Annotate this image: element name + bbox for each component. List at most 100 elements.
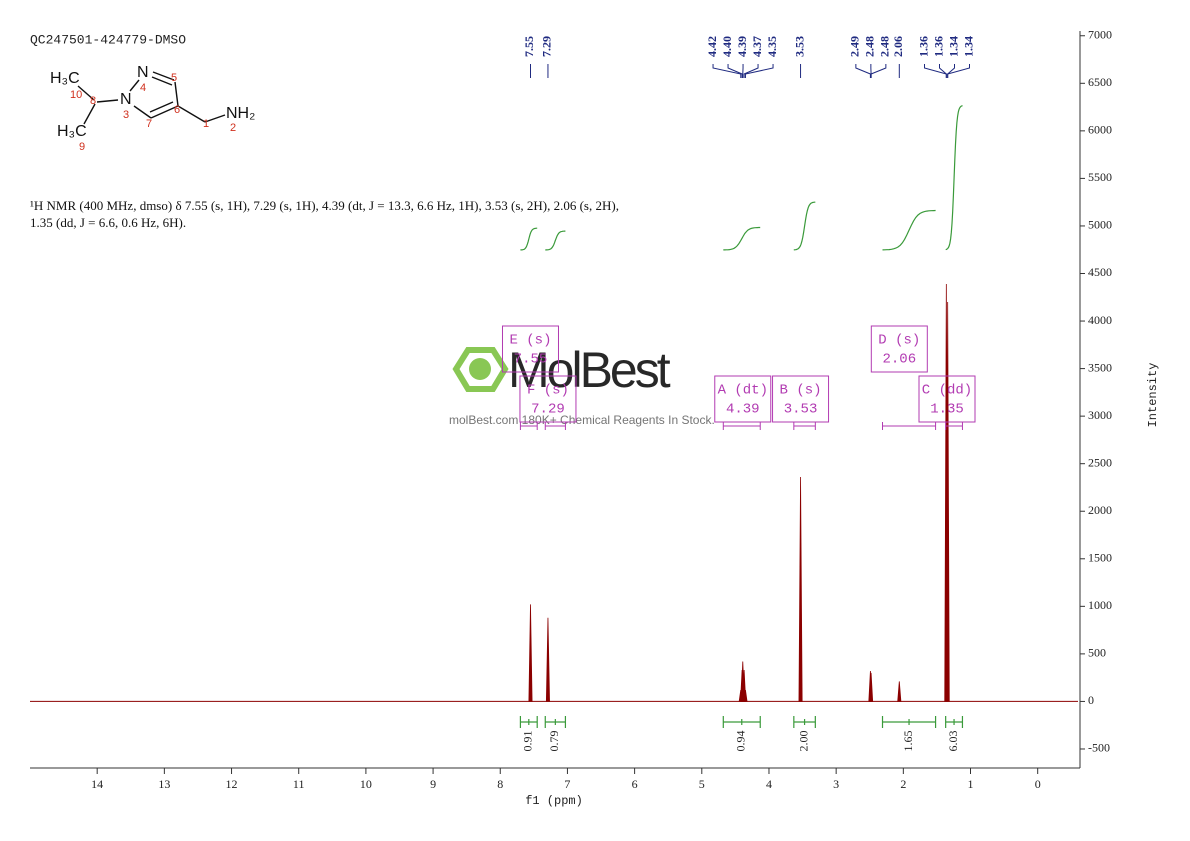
y-tick-label: 500 (1088, 646, 1106, 660)
integral-curve (945, 105, 963, 251)
atom-number: 8 (90, 95, 96, 107)
bond (204, 114, 226, 123)
peak-label: 1.34 (961, 36, 975, 57)
multiplet-shift: 3.53 (784, 402, 818, 418)
multiplet-label: D (s) (878, 333, 920, 349)
peak-label: 4.35 (765, 36, 779, 57)
multiplet-box (918, 375, 976, 423)
y-tick-label: 2000 (1088, 503, 1112, 517)
y-tick-label: 5500 (1088, 170, 1112, 184)
structure: H₃C N N NH₂ H₃C 10 8 3 4 5 6 7 1 2 9 (50, 64, 255, 153)
multiplet-range (882, 422, 937, 430)
peak-label: 3.53 (792, 36, 806, 57)
integral-label: 6.03 (946, 731, 960, 752)
integral-label: 0.91 (521, 731, 535, 752)
y-tick-label: 1500 (1088, 551, 1112, 565)
x-tick-label: 7 (564, 777, 570, 791)
peak-label-connector (712, 64, 742, 78)
spectrum-title: QC247501-424779-DMSO (30, 32, 186, 47)
bond (174, 81, 179, 107)
multiplet-range (945, 422, 963, 430)
integral-curve (882, 209, 936, 251)
y-tick-label: -500 (1088, 741, 1110, 755)
multiplet-shift: 1.35 (930, 402, 964, 418)
atom-label: H₃C (57, 123, 87, 140)
integral-bracket (793, 716, 816, 728)
watermark-tagline: molBest.com 180K+ Chemical Reagents In S… (449, 413, 715, 427)
x-tick-label: 0 (1035, 777, 1041, 791)
y-tick-label: 0 (1088, 693, 1094, 707)
integral-label: 1.65 (901, 731, 915, 752)
x-tick-label: 12 (226, 777, 238, 791)
multiplet-box (870, 325, 928, 373)
x-tick-label: 6 (632, 777, 638, 791)
peak-label: 2.06 (891, 36, 905, 57)
multiplet-shift: 2.06 (882, 352, 916, 368)
atom-number: 1 (203, 118, 209, 130)
multiplet-label: B (s) (780, 383, 822, 399)
multiplet-shift: 7.29 (531, 402, 565, 418)
y-tick-label: 3000 (1088, 408, 1112, 422)
peak-label: 1.36 (916, 36, 930, 57)
peak-label-connector (870, 64, 887, 78)
multiplet-range (793, 422, 816, 430)
atom-number: 5 (171, 72, 177, 84)
integral-bracket (519, 716, 538, 728)
multiplet-box (714, 375, 772, 423)
peak-label: 7.55 (522, 36, 536, 57)
peak-label-connector (939, 64, 947, 78)
atom-number: 3 (123, 109, 129, 121)
peak-label-connector (947, 64, 970, 78)
bond (150, 105, 179, 119)
atom-number: 9 (79, 141, 85, 153)
atom-label: N (120, 91, 132, 108)
multiplet-label: E (s) (509, 333, 551, 349)
peak-label: 1.36 (931, 36, 945, 57)
atom-number: 7 (146, 118, 152, 130)
peak-label-connector (947, 64, 955, 78)
bond (96, 99, 119, 103)
integral-label: 0.94 (734, 731, 748, 752)
bond (177, 105, 206, 123)
peak (945, 302, 950, 702)
bond (77, 85, 95, 101)
multiplet-box (772, 375, 830, 423)
integral-label: 0.79 (547, 731, 561, 752)
integral-bracket (544, 716, 567, 728)
peak-label: 4.39 (735, 36, 749, 57)
atom-number: 6 (174, 104, 180, 116)
watermark-logo (452, 347, 509, 392)
multiplet-label: C (dd) (922, 383, 972, 399)
integral-bracket (945, 716, 964, 728)
atom-label: H₃C (50, 70, 80, 87)
peak-label: 7.29 (540, 36, 554, 57)
y-tick-label: 5000 (1088, 218, 1112, 232)
atom-number: 2 (230, 122, 236, 134)
atom-label: NH₂ (226, 105, 255, 122)
bond (152, 71, 175, 81)
x-tick-label: 8 (497, 777, 503, 791)
peak-label: 4.37 (750, 36, 764, 57)
multiplet-box (519, 375, 577, 423)
y-tick-label: 6500 (1088, 75, 1112, 89)
x-tick-label: 1 (968, 777, 974, 791)
bond (133, 105, 152, 119)
x-tick-label: 13 (158, 777, 170, 791)
atom-label: N (137, 64, 149, 81)
y-tick-label: 4500 (1088, 265, 1112, 279)
y-axis-label: Intensity (1146, 363, 1160, 428)
integral-curve (520, 227, 538, 251)
peak (798, 477, 803, 702)
peak-label-connector (743, 64, 759, 78)
peak-label-connector (727, 64, 743, 78)
multiplet-range (544, 422, 566, 430)
bond (151, 76, 173, 86)
x-tick-label: 5 (699, 777, 705, 791)
integral-label: 2.00 (796, 731, 810, 752)
y-tick-label: 3500 (1088, 360, 1112, 374)
atom-number: 4 (140, 82, 146, 94)
peak-label-connector (744, 64, 774, 78)
multiplet-range (722, 422, 761, 430)
